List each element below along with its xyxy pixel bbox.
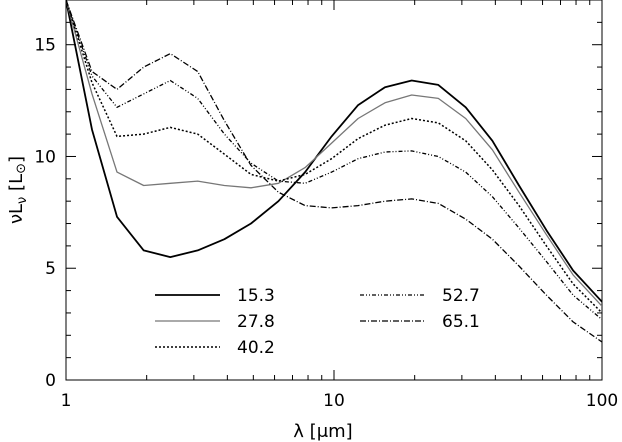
x-tick-label: 1 [61, 391, 72, 411]
y-axis-label-unit: [L [6, 174, 27, 191]
y-axis-label-unit-symbol: ⊙ [14, 163, 29, 174]
ticks-layer: 1 10 100 0 5 10 15 [34, 0, 618, 411]
y-axis-label: νLν [L⊙] [6, 156, 30, 224]
x-axis-label: λ [μm] [293, 421, 352, 442]
y-tick-label: 5 [45, 259, 56, 279]
legend-label-1: 15.3 [237, 286, 275, 306]
x-tick-label: 100 [586, 391, 618, 411]
legend-label-3: 40.2 [237, 338, 275, 358]
x-tick-label: 10 [323, 391, 345, 411]
series-layer [66, 0, 602, 343]
y-axis-label-subscript: ν [15, 197, 30, 204]
y-tick-label: 10 [34, 147, 56, 167]
y-axis-label-main: νL [6, 204, 27, 224]
legend-label-2: 27.8 [237, 312, 275, 332]
legend: 15.3 27.8 40.2 52.7 65.1 [155, 286, 480, 358]
y-tick-label: 15 [34, 36, 56, 56]
series-line-1 [66, 0, 602, 303]
y-tick-label: 0 [45, 371, 56, 391]
series-line-2 [66, 0, 602, 307]
legend-label-5: 65.1 [442, 312, 480, 332]
series-line-3 [66, 0, 602, 314]
series-line-4 [66, 0, 602, 321]
y-axis-label-unit-close: ] [6, 156, 27, 163]
legend-label-4: 52.7 [442, 286, 480, 306]
series-line-5 [66, 0, 602, 343]
